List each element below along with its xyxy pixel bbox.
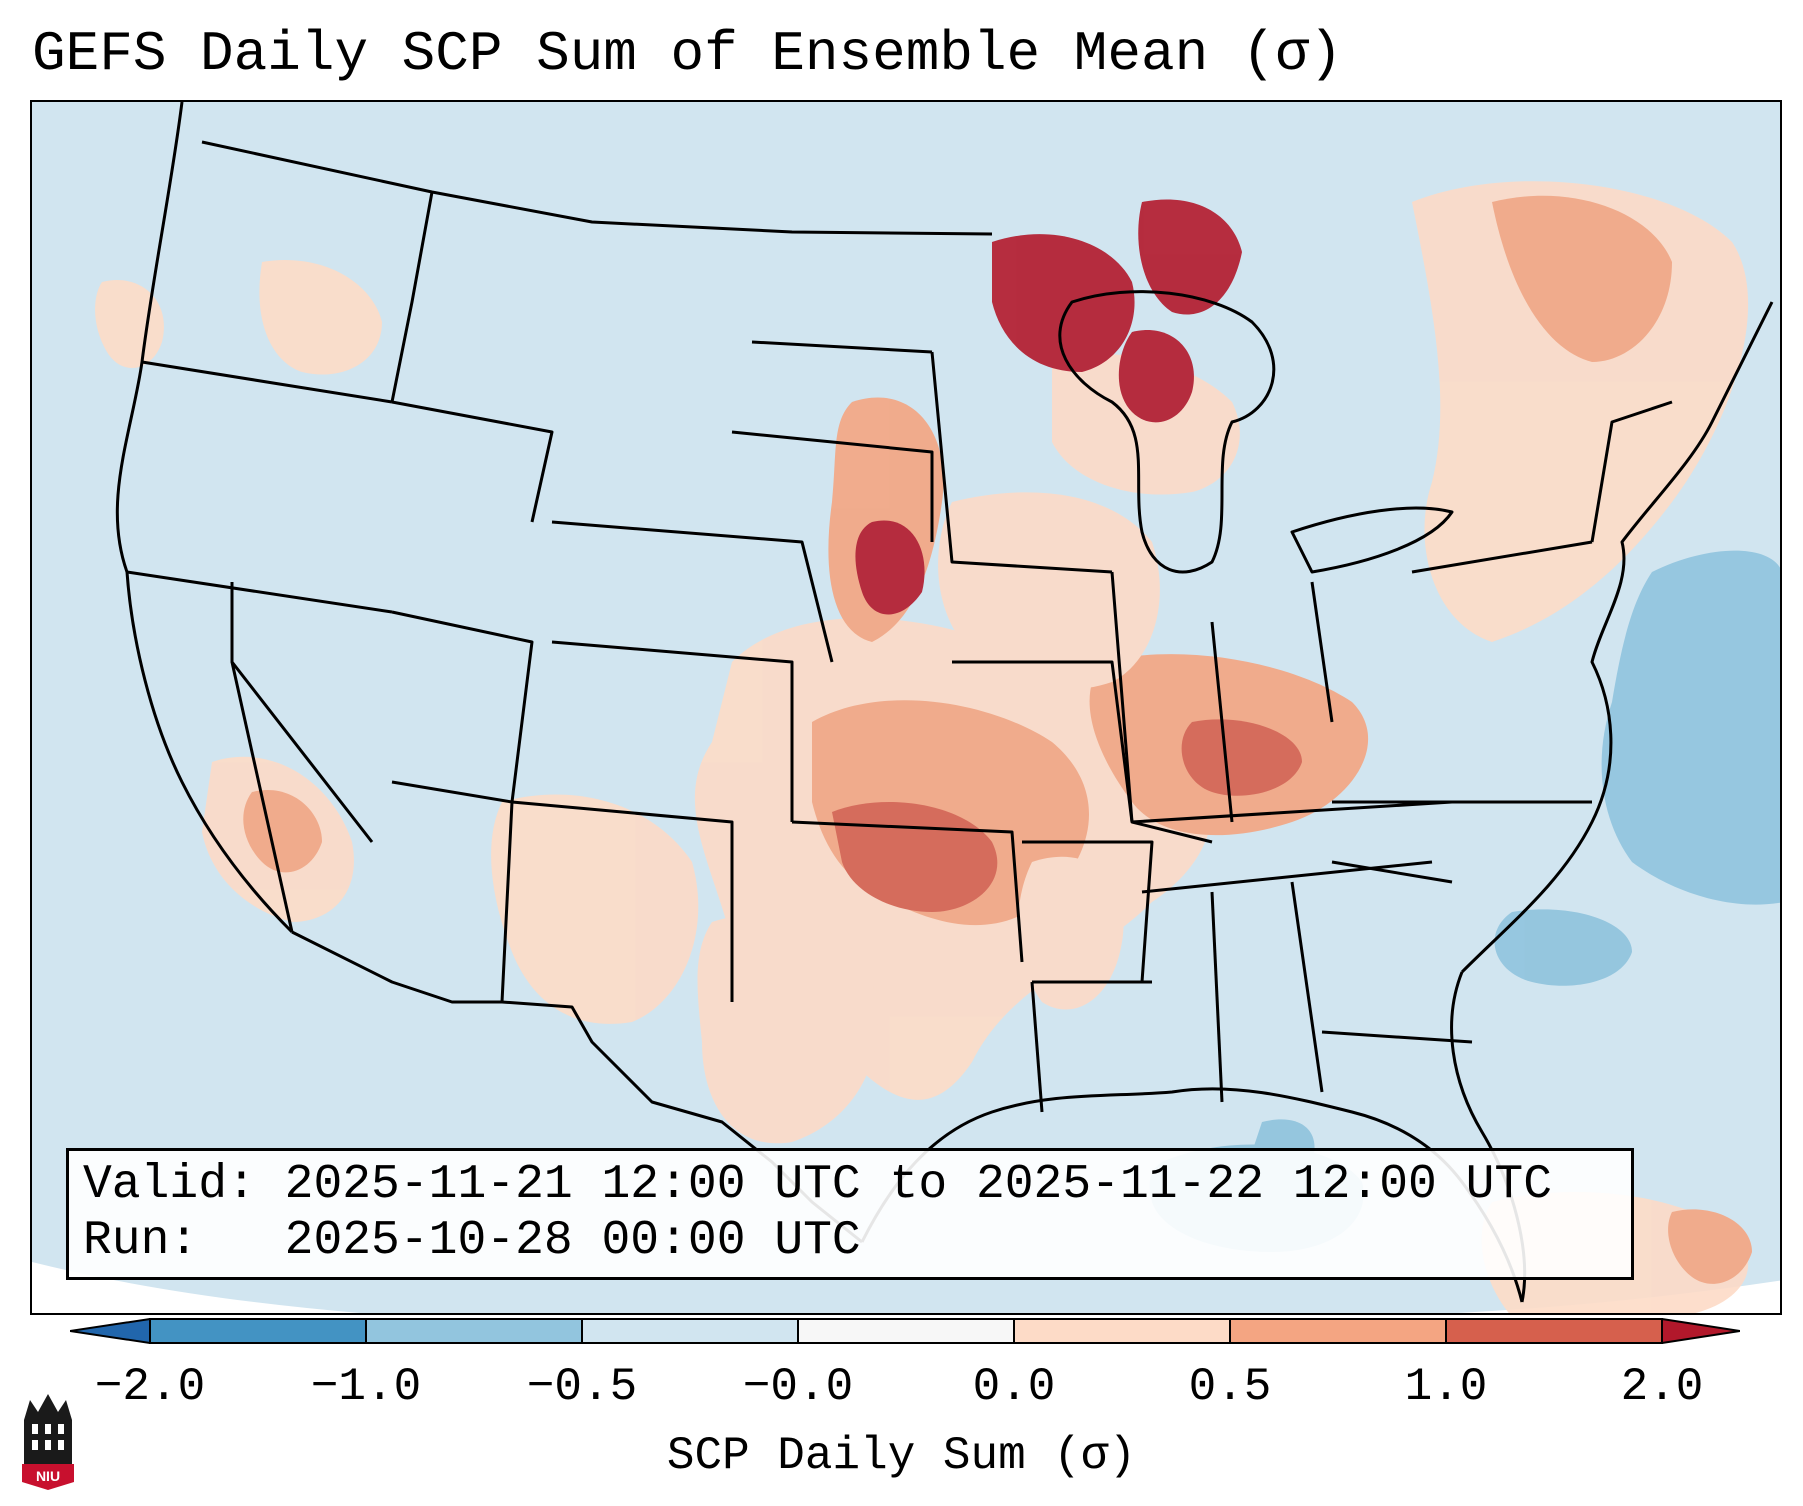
sd-ne [731,430,934,542]
ut-co [391,610,534,803]
la-tx [1030,981,1044,1113]
colorbar-segment-6 [1230,1319,1446,1343]
scp-new-mexico [491,794,699,1024]
nm-tx [511,800,734,1002]
scp-nw-light-1 [95,280,164,369]
colorbar [70,1318,1740,1344]
scp-ohio-valley-inner [1181,719,1302,796]
pa-ny [1411,540,1593,574]
validity-info-box: Valid: 2025-11-21 12:00 UTC to 2025-11-2… [66,1148,1634,1280]
colorbar-segment-1 [150,1319,366,1343]
colorbar-tick-label: 1.0 [1404,1361,1488,1413]
mt-wy [391,400,554,523]
nd-sd [751,340,933,354]
oh-pa [1310,581,1334,723]
mo-ar [1022,840,1154,983]
colorbar-segment-5 [1014,1319,1230,1343]
ny-ne [1590,400,1673,543]
ga-fl [1321,1030,1473,1044]
colorbar-tick-label: 2.0 [1620,1361,1704,1413]
ne-ks [551,520,834,663]
lake-erie [1290,506,1454,574]
east-coast [1460,301,1774,974]
scp-texas [697,914,878,1144]
colorbar-tick-label: −0.0 [742,1361,854,1413]
al-ga [1290,881,1324,1093]
scp-nebraska-strong [855,520,925,615]
scp-minnesota-arrowhead [1138,199,1242,315]
sc-nc [1331,860,1453,884]
colorbar-segment-7 [1446,1319,1662,1343]
colorbar-tick-label: 0.5 [1188,1361,1272,1413]
west-coast [115,102,294,934]
map-title: GEFS Daily SCP Sum of Ensemble Mean (σ) [32,22,1343,86]
scp-atlantic-negative [1601,550,1780,905]
map-panel[interactable] [30,100,1782,1315]
ia-mo [952,660,1134,823]
idaho [390,191,434,403]
map-svg [32,102,1780,1313]
wa-or [141,360,393,404]
colorbar-tick-label: 0.0 [972,1361,1056,1413]
ca-nv [230,661,294,933]
colorbar-segment-3 [582,1319,798,1343]
scp-cuba-medium [1668,1209,1752,1284]
scp-midwest-light [938,492,1160,690]
colorbar-label: SCP Daily Sum (σ) [666,1430,1137,1482]
scp-southwest-inner [243,790,322,873]
colorbar-extend-max [1661,1318,1740,1344]
mn-ia [930,351,1113,574]
scp-wisconsin-strong [1118,330,1194,423]
scp-northeast-medium [1492,195,1672,362]
colorbar-tick-label: −0.5 [526,1361,638,1413]
niu-logo-icon: NIU [22,1394,74,1490]
tn-ms-al [1141,860,1433,894]
logo-text: NIU [36,1468,60,1484]
scp-field [95,181,1780,1313]
ks-ok [791,820,1024,963]
canada-border [201,140,993,236]
scp-southeast-light [1018,856,1124,1010]
scp-bermuda-negative [1494,909,1632,986]
ky-tn [1131,800,1453,824]
scp-upper-midwest-strong [992,234,1135,372]
great-lakes-outline [1058,290,1276,574]
valid-time-text: Valid: 2025-11-21 12:00 UTC to 2025-11-2… [83,1158,1553,1212]
colorbar-extend-min [70,1318,151,1344]
colorbar-segment-4 [798,1319,1014,1343]
ms-al [1210,891,1224,1103]
scp-nw-light-2 [259,260,382,375]
or-ca [126,570,393,614]
co-ks [551,640,794,822]
colorbar-tick-label: −1.0 [310,1361,422,1413]
scp-lakes [1052,354,1240,495]
colorbar-segment-2 [366,1319,582,1343]
run-time-text: Run: 2025-10-28 00:00 UTC [83,1214,861,1268]
colorbar-tick-label: −2.0 [94,1361,206,1413]
in-oh [1210,621,1234,823]
